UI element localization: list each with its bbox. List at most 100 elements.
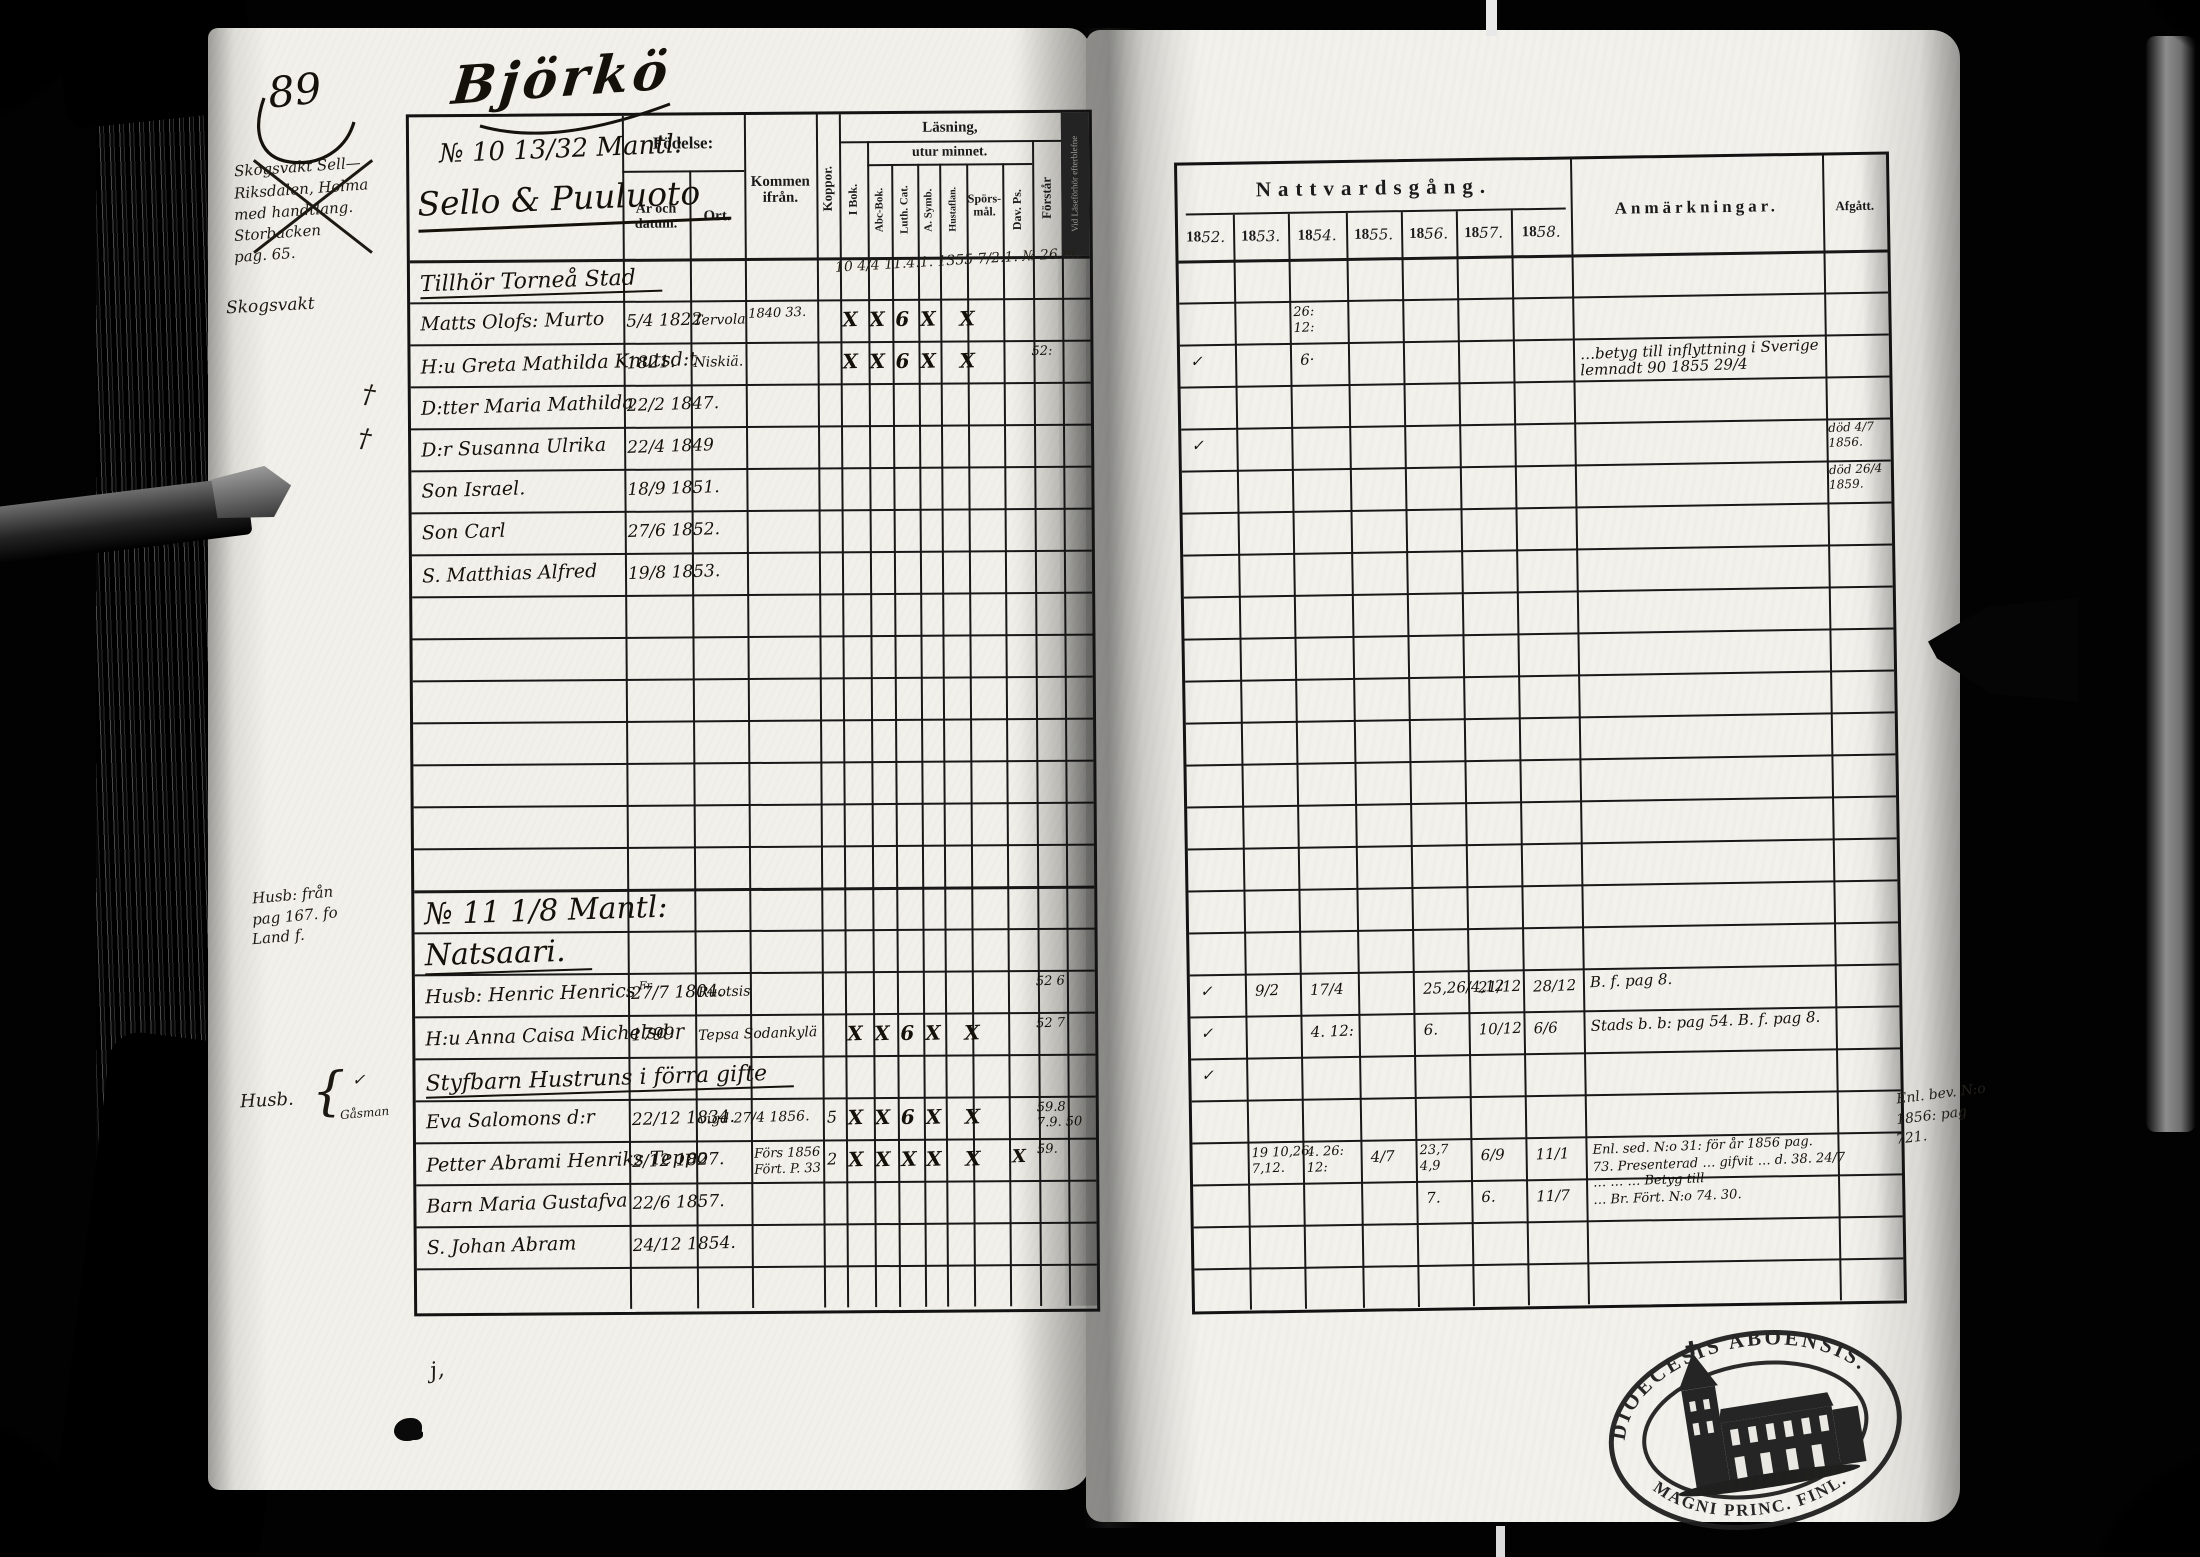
reading-mark: X [900, 1146, 918, 1172]
person-name: S. Matthias Alfred [421, 559, 598, 588]
birth-place: vigd 27/4 1856. [698, 1108, 810, 1128]
grid-line [621, 115, 633, 1309]
header-a-symb: A. Symb. [922, 188, 935, 232]
reading-mark: X [1011, 1145, 1027, 1168]
grid-line [411, 549, 1092, 557]
communion-date: 23,7 [1419, 1142, 1449, 1159]
grid-line [1569, 159, 1590, 1305]
header-koppor: Koppor. [819, 165, 835, 212]
birth-date: 1821. [626, 351, 676, 374]
grid-line [1181, 459, 1891, 473]
edge-number: 59.8 [1036, 1099, 1066, 1116]
grid-line [1232, 214, 1253, 1310]
birth-date: 22/6 1857. [632, 1191, 725, 1214]
page-edge-shade [1057, 255, 1098, 1306]
reading-mark: 6 [894, 306, 910, 332]
grid-line [1345, 212, 1366, 1308]
communion-date: 11/1 [1535, 1144, 1570, 1164]
header-efterblifne: Vid Läseförhör efterblefne [1069, 136, 1080, 233]
grid-line [415, 1137, 1096, 1145]
communion-date: ✓ [1199, 982, 1213, 1001]
person-name: Styfbarn Hustruns i förra gifte [425, 1060, 794, 1099]
grid-line [411, 423, 1092, 431]
grid-line [743, 115, 755, 1309]
grid-line [413, 717, 1094, 725]
grid-line [411, 507, 1092, 515]
person-name: Eva Salomons d:r [425, 1106, 596, 1134]
grid-line [1194, 1257, 1904, 1271]
reading-mark: X [963, 1020, 981, 1045]
grid-line [1191, 1089, 1901, 1103]
grid-line [1189, 963, 1899, 977]
birth-date: 19/8 1853. [627, 561, 721, 584]
year-prefix: 18 [1464, 224, 1480, 241]
grid-line [1193, 1215, 1903, 1229]
header-anmarkningar: Anmärkningar. [1614, 195, 1780, 218]
ribbon-top [1486, 0, 1497, 36]
grid-line [1187, 795, 1897, 809]
header-dav-ps: Dav. Ps. [1009, 188, 1025, 230]
reading-mark: 6 [899, 1020, 915, 1046]
reading-mark: X [959, 348, 976, 373]
reading-mark: X [874, 1104, 891, 1130]
year-suffix: 53. [1256, 226, 1281, 246]
communion-date: 19 10,26 [1251, 1143, 1310, 1162]
grid-line [410, 297, 1091, 305]
remark-note: Stads b. b: pag 54. B. f. pag 8. [1590, 1007, 1821, 1036]
edge-number: 52 6 [1035, 973, 1066, 990]
remark-note: … Br. Fört. N:o 74. 30. [1593, 1187, 1742, 1209]
remark-note: … … … Betyg till [1592, 1171, 1705, 1191]
birth-date: 24/12 1854. [632, 1232, 737, 1257]
grid-line [1032, 140, 1043, 1307]
communion-date: 6. [1480, 1187, 1496, 1207]
header-lasning: Läsning, [922, 119, 978, 136]
grid-line [1182, 501, 1892, 515]
person-name: D:tter Maria Mathilda [420, 391, 635, 420]
year-prefix: 18 [1409, 225, 1425, 242]
koppor-mark: 5 [826, 1107, 838, 1127]
grid-line [413, 801, 1094, 809]
header-year: 18 54. [1288, 215, 1347, 256]
grid-line [415, 1011, 1096, 1019]
birth-date: 27/6 1852. [627, 519, 721, 542]
reading-mark: X [925, 1146, 943, 1171]
edge-number: 7.9. 50 [1036, 1114, 1083, 1131]
person-name: Tillhör Torneå Stad [419, 264, 663, 300]
reading-mark: 6 [895, 348, 910, 374]
birth-date: 22/4 1849 [626, 435, 715, 458]
kommen-note: 1840 33. [747, 304, 807, 322]
communion-date: 4. 12: [1310, 1021, 1355, 1042]
remark-note: B. f. pag 8. [1589, 969, 1673, 992]
birth-date: 18/9 1851. [627, 477, 720, 500]
communion-date: 9/2 [1254, 980, 1280, 1000]
person-name: Barn Maria Gustafva [426, 1189, 628, 1218]
year-prefix: 18 [1521, 223, 1537, 240]
header-utur-minnet: utur minnet. [911, 144, 988, 160]
record-table: Födelse: År och datum. Ort. Kommen ifrån. Ko… [405, 109, 1101, 1317]
header-kommen-ifran: Kommen ifrån. [750, 173, 810, 206]
birth-place: Niskiä. [693, 353, 744, 372]
grid-line [415, 1095, 1096, 1103]
edge-number: 52 7 [1035, 1015, 1066, 1032]
header-year: 18 55. [1346, 214, 1402, 255]
reading-mark: X [869, 348, 886, 374]
grid-line [1181, 417, 1891, 431]
header-forstar: Förstår [1038, 176, 1054, 219]
reading-mark: X [873, 1020, 891, 1046]
person-name: D:r Susanna Ulrika [420, 433, 607, 462]
reading-mark: X [847, 1147, 865, 1172]
year-suffix: 54. [1312, 225, 1337, 245]
grid-line [1455, 211, 1475, 1307]
grid-line [415, 1053, 1096, 1061]
grid-line [1510, 210, 1530, 1306]
grid-line [416, 1179, 1097, 1187]
grid-line [1183, 585, 1893, 599]
birth-place: Tervola [693, 311, 746, 330]
grid-line [414, 885, 1095, 894]
grid-line [413, 843, 1094, 851]
person-name: S. Johan Abram [426, 1232, 577, 1260]
year-prefix: 18 [1354, 226, 1370, 243]
grid-line [1179, 291, 1889, 305]
year-suffix: 57. [1479, 223, 1504, 242]
